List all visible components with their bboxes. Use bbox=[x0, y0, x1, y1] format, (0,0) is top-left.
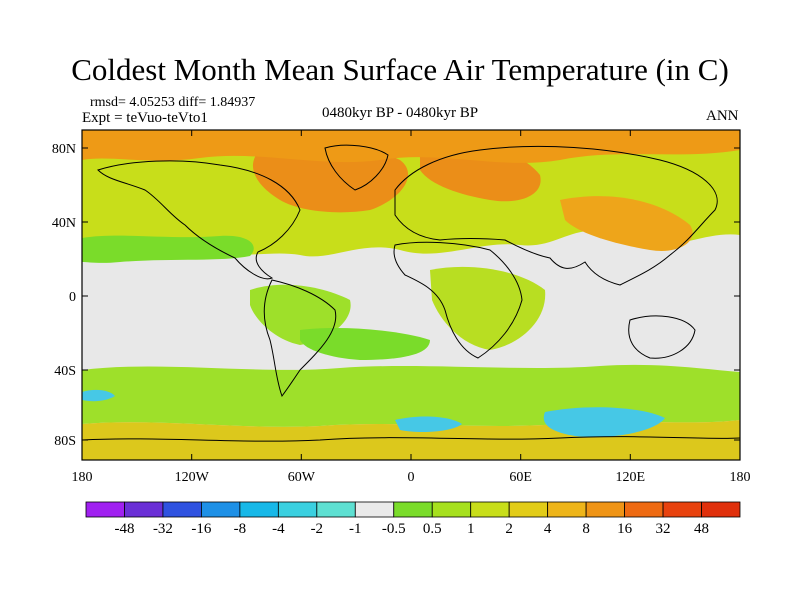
coastline-north-america bbox=[97, 160, 301, 280]
green-band-n-pacific bbox=[82, 235, 254, 263]
colorbar-box bbox=[124, 501, 164, 518]
lat-tick-label: 80S bbox=[54, 434, 76, 449]
hot-field-arctic bbox=[82, 130, 740, 163]
colorbar-box bbox=[239, 501, 279, 518]
colorbar-box bbox=[508, 501, 549, 518]
colorbar-box bbox=[624, 501, 664, 518]
colorbar-box bbox=[662, 501, 702, 518]
colorbar-label: 32 bbox=[656, 521, 671, 537]
lon-tick-label: 60W bbox=[288, 470, 316, 485]
colorbar-box bbox=[547, 501, 587, 518]
lat-tick-label: 80N bbox=[52, 142, 76, 157]
colorbar-label: -1 bbox=[349, 521, 362, 537]
longitude-axis: 180 120W 60W 0 60E 120E 180 bbox=[72, 130, 751, 485]
colorbar-label: 0.5 bbox=[423, 521, 442, 537]
period-label: 0480kyr BP - 0480kyr BP bbox=[322, 105, 479, 121]
colorbar-box bbox=[201, 501, 241, 518]
colorbar-label: -2 bbox=[311, 521, 324, 537]
colorbar-label: 48 bbox=[694, 521, 709, 537]
colorbar-label: -0.5 bbox=[382, 521, 406, 537]
stats-label: rmsd= 4.05253 diff= 1.84937 bbox=[90, 95, 256, 110]
lon-tick-label: 60E bbox=[509, 470, 532, 485]
colorbar-label: 2 bbox=[505, 521, 513, 537]
colorbar-label: 8 bbox=[582, 521, 590, 537]
lon-tick-label: 180 bbox=[72, 470, 93, 485]
cool-patch-weddell bbox=[395, 416, 462, 432]
colorbar-label: -32 bbox=[153, 521, 173, 537]
coastlines bbox=[81, 144, 741, 442]
colorbar-box bbox=[393, 501, 433, 518]
lon-tick-label: 120E bbox=[616, 470, 646, 485]
colorbar-box bbox=[431, 501, 472, 518]
lon-tick-label: 180 bbox=[730, 470, 751, 485]
colorbar-box bbox=[470, 501, 510, 518]
colorbar-label: -8 bbox=[234, 521, 247, 537]
page-title: Coldest Month Mean Surface Air Temperatu… bbox=[71, 52, 729, 87]
colorbar-box bbox=[162, 501, 202, 518]
colorbar-label: 16 bbox=[617, 521, 633, 537]
colorbar-box bbox=[277, 501, 318, 518]
lon-tick-label: 120W bbox=[175, 470, 210, 485]
green-band-africa bbox=[430, 266, 546, 350]
coastline-greenland bbox=[324, 144, 389, 191]
green-band-s-atlantic bbox=[300, 328, 430, 360]
colorbar-label: 1 bbox=[467, 521, 475, 537]
map-panel bbox=[81, 129, 741, 461]
colorbar-box bbox=[354, 501, 395, 518]
colorbar-box bbox=[701, 501, 741, 518]
colorbar-label: 4 bbox=[544, 521, 552, 537]
coastline-australia bbox=[628, 315, 696, 359]
season-label: ANN bbox=[706, 108, 739, 124]
colorbar-label: -16 bbox=[191, 521, 211, 537]
lat-tick-label: 40S bbox=[54, 364, 76, 379]
experiment-label: Expt = teVuo-teVto1 bbox=[82, 110, 208, 126]
coastline-africa bbox=[393, 241, 523, 359]
colorbar: -48 -32 -16 -8 -4 -2 -1 -0.5 0.5 1 2 4 8 16 32 48 bbox=[85, 501, 741, 537]
cool-patch-ross bbox=[82, 389, 115, 402]
colorbar-box bbox=[316, 501, 356, 518]
colorbar-label: -4 bbox=[272, 521, 285, 537]
coastline-south-america bbox=[263, 279, 337, 398]
latitude-axis: 80N 40N 0 40S 80S bbox=[52, 142, 740, 449]
hot-field-asia bbox=[560, 196, 693, 251]
coastline-antarctica bbox=[81, 436, 741, 442]
colorbar-label: -48 bbox=[114, 521, 134, 537]
cool-patch-antarctic bbox=[543, 407, 665, 438]
colorbar-box bbox=[585, 501, 625, 518]
lon-tick-label: 0 bbox=[408, 470, 415, 485]
lat-tick-label: 40N bbox=[52, 216, 76, 231]
lat-tick-label: 0 bbox=[69, 290, 76, 305]
colorbar-box bbox=[85, 501, 125, 518]
coastline-eurasia bbox=[394, 145, 718, 286]
